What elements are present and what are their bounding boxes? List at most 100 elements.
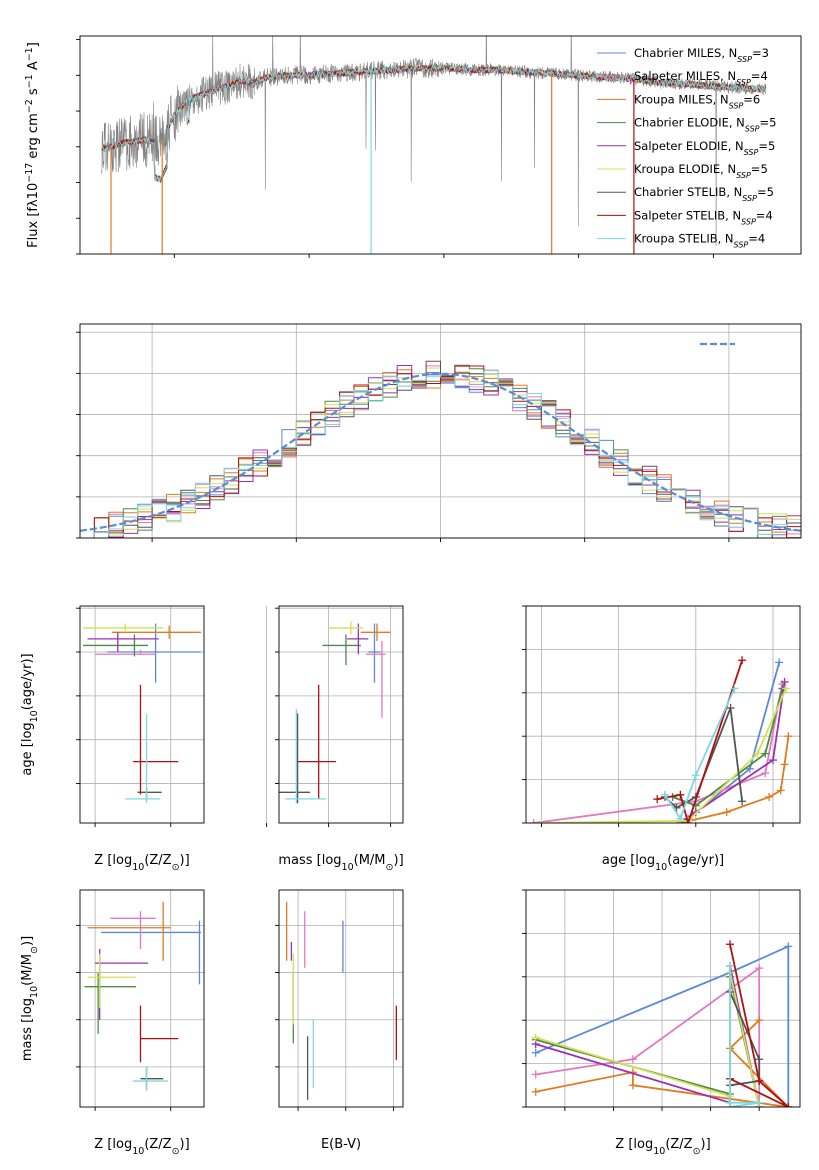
label-part: E(B-V) (321, 1137, 361, 1152)
label-part: Salpeter ELODIE (634, 139, 728, 153)
label-part: Z [log (615, 1137, 653, 1152)
legend-entry: Kroupa ELODIE, NSSP=5 (634, 162, 768, 180)
plot-area (279, 621, 391, 804)
data-point (111, 625, 201, 639)
legend-entry: Chabrier MILES, NSSP=3 (634, 46, 769, 64)
weight-marker (730, 684, 739, 693)
label-part: ⊙ (29, 946, 40, 954)
model-spectrum (101, 63, 766, 182)
label-part: SSP (729, 101, 744, 110)
data-point (132, 1066, 168, 1091)
gaussian-curve (80, 372, 801, 532)
data-point (297, 684, 337, 799)
weight-marker (726, 940, 735, 949)
weight-marker (784, 1103, 793, 1107)
label-part: 10 (132, 1146, 144, 1157)
label-part: Chabrier MILES (634, 46, 721, 60)
weight-marker (676, 790, 685, 799)
label-part: 10 (29, 710, 40, 722)
panel-mass_vs_Z: Z [log10(Z/Z⊙)]mass [log10(M/M⊙)] (20, 889, 205, 1157)
data-point (83, 634, 149, 657)
panel-weight_vs_age: age [log10(age/yr)] (522, 605, 801, 873)
label-part: Chabrier STELIB (634, 185, 726, 199)
label-part: SSP (736, 171, 751, 180)
label-part: age [log (20, 722, 35, 775)
label-part: −17 (24, 163, 35, 183)
plot-area (84, 901, 201, 1091)
label-part: 4 (760, 69, 767, 83)
label-part: Salpeter STELIB (634, 208, 725, 222)
xlabel-text: age [log10(age/yr)] (602, 853, 724, 873)
legend-entry: Kroupa STELIB, NSSP=4 (634, 232, 765, 250)
legend-entry: Salpeter ELODIE, NSSP=5 (634, 139, 775, 157)
weight-marker (776, 786, 785, 795)
weight-marker (531, 1087, 540, 1096)
weight-series (729, 966, 760, 1107)
label-part: (Z/Z (144, 853, 171, 868)
weight-marker (726, 961, 735, 970)
weight-marker (784, 732, 793, 741)
weight-marker (676, 814, 685, 823)
label-part: mass [log (278, 853, 341, 868)
weight-marker (531, 1033, 540, 1042)
label-part: ⊙ (386, 862, 394, 873)
legend-entry: Kroupa MILES, NSSP=6 (634, 92, 760, 110)
label-part: = (751, 162, 761, 176)
weight-marker (653, 795, 662, 804)
label-part: = (751, 69, 761, 83)
y-axis-label: Flux [fλ10−17 erg cm−2 s−1 A−1] (24, 42, 42, 248)
data-point (87, 953, 136, 1008)
label-part: , N (726, 185, 742, 199)
label-part: (M/M (354, 853, 386, 868)
data-point (87, 632, 159, 653)
label-part: ] (26, 42, 41, 47)
weight-series (729, 991, 761, 1087)
label-part: , N (720, 162, 736, 176)
label-part: (Z/Z (665, 1137, 692, 1152)
xlabel-text: Z [log10(Z/Z⊙)] (94, 1137, 189, 1157)
label-part: mass [log (20, 998, 35, 1061)
label-part: (Z/Z (144, 1137, 171, 1152)
label-part: 5 (769, 116, 776, 130)
legend-entry: Salpeter MILES, NSSP=4 (634, 69, 768, 87)
plot-area (285, 901, 397, 1100)
grid (266, 606, 403, 823)
data-point (365, 641, 386, 718)
data-point (347, 623, 369, 655)
weight-marker (531, 1070, 540, 1079)
xlabel-text: E(B-V) (321, 1137, 361, 1152)
weight-series (664, 688, 736, 821)
label-part: SSP (745, 124, 760, 133)
label-part: Kroupa ELODIE (634, 162, 720, 176)
label-part: 10 (655, 862, 667, 873)
label-part: erg cm (26, 113, 41, 162)
weight-marker (660, 790, 669, 799)
label-part: Z [log (94, 1137, 132, 1152)
label-part: age [log (602, 853, 655, 868)
weight-series (680, 736, 790, 823)
legend-entry: Chabrier STELIB, NSSP=5 (634, 185, 774, 203)
label-part: = (757, 185, 767, 199)
data-point (360, 623, 391, 642)
label-part: ⊙ (172, 862, 180, 873)
plot-area (80, 360, 801, 538)
label-part: 3 (762, 46, 769, 60)
weight-marker (684, 819, 693, 823)
weight-marker (755, 1055, 764, 1064)
data-point (84, 972, 136, 1034)
weight-marker (722, 808, 731, 817)
label-part: = (752, 46, 762, 60)
panel-mass_vs_ebv: E(B-V) (275, 889, 404, 1152)
panel-residuals (76, 323, 802, 542)
plot-area (529, 656, 793, 823)
label-part: , N (720, 69, 736, 83)
label-part: Kroupa MILES (634, 92, 713, 106)
weight-marker (738, 797, 747, 806)
label-part: )] (20, 936, 35, 946)
label-part: , N (713, 92, 729, 106)
model-spectrum (101, 63, 766, 182)
label-part: )] (701, 1137, 711, 1152)
label-part: −1 (24, 47, 35, 61)
panels: Flux [fλ10−17 erg cm−2 s−1 A−1] Chabrier … (20, 35, 802, 1157)
residual-histogram (80, 370, 801, 538)
